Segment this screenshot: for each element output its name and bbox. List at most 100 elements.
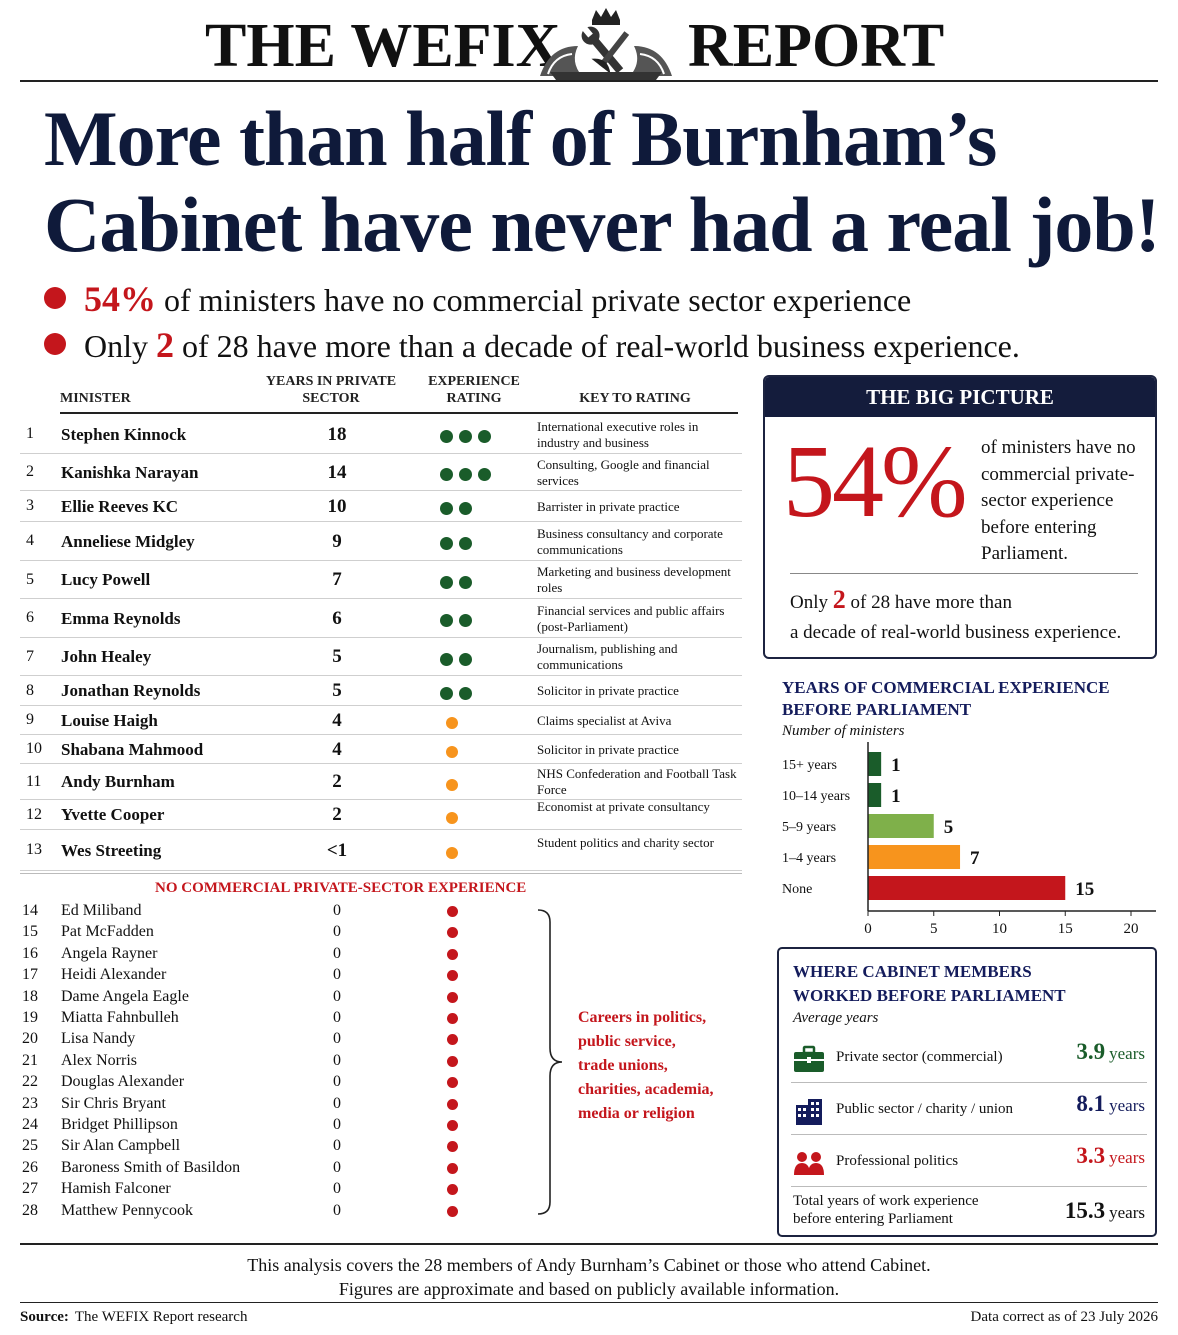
- worked-row-value: 8.1 years: [1076, 1091, 1145, 1116]
- rating-dots: [440, 651, 478, 666]
- minister-name: Lucy Powell: [61, 570, 151, 589]
- table-row: 4 Anneliese Midgley 9 Business consultancy …: [20, 522, 742, 561]
- rating-dot-icon: [459, 652, 472, 666]
- rating-dot-icon: [478, 468, 491, 481]
- table-row: 6 Emma Reynolds 6 Financial services and pu…: [20, 599, 742, 638]
- minister-name: Miatta Fahnbulleh: [61, 1009, 179, 1026]
- header-minister: MINISTER: [60, 391, 131, 406]
- minister-name: Douglas Alexander: [61, 1073, 185, 1091]
- rating-dots: [440, 428, 497, 443]
- rating-key: Solicitor in private practice: [537, 683, 679, 698]
- row-number: 23: [22, 1094, 38, 1112]
- worked-row-public: Public sector / charity / union 8.1 years: [791, 1085, 1147, 1135]
- worked-row-private: Private sector (commercial) 3.9 years: [791, 1033, 1147, 1083]
- rating-key: Marketing and business development roles: [537, 564, 731, 595]
- rating-dot-icon: [447, 1034, 458, 1046]
- rating-dot-icon: [447, 1013, 458, 1024]
- years-value: 0: [333, 944, 341, 962]
- rating-dots: [440, 466, 497, 481]
- rating-dot-icon: [459, 575, 472, 589]
- rating-dot-icon: [447, 948, 458, 960]
- careers-note: Careers in politics, public service, tra…: [578, 1009, 714, 1122]
- table-row: 7 John Healey 5 Journalism, publishing and …: [20, 638, 742, 676]
- bullet-dot-icon: [44, 333, 66, 355]
- bullet-text: of ministers have no commercial private …: [164, 282, 912, 318]
- rating-dot-icon: [446, 717, 458, 729]
- rating-dot-icon: [447, 906, 458, 917]
- people-icon: [794, 1152, 824, 1175]
- big-picture-percent: 54%: [783, 424, 968, 539]
- row-number: 22: [22, 1073, 38, 1091]
- minister-name: Lisa Nandy: [61, 1030, 136, 1048]
- years-value: 0: [333, 1051, 341, 1069]
- rating-key: NHS Confederation and Football Task Forc…: [537, 766, 737, 797]
- list-item: 22 Douglas Alexander 0: [20, 1073, 540, 1094]
- row-number: 19: [22, 1009, 38, 1026]
- rating-dot-icon: [440, 575, 453, 589]
- worked-row-label: Public sector / charity / union: [836, 1101, 1014, 1117]
- bullet-2: Only 2 of 28 have more than a decade of …: [44, 324, 1020, 366]
- minister-name: Heidi Alexander: [61, 966, 167, 984]
- minister-name: Bridget Phillipson: [61, 1116, 178, 1133]
- data-label: 1: [891, 755, 901, 776]
- row-number: 6: [26, 609, 34, 626]
- rating-dots: [446, 743, 464, 758]
- minister-name: Ed Miliband: [61, 902, 142, 919]
- rating-dot-icon: [447, 1205, 458, 1217]
- worked-total-value: 15.3 years: [1064, 1198, 1145, 1223]
- years-value: 0: [333, 1030, 341, 1048]
- worked-row-politics: Professional politics 3.3 years: [791, 1137, 1147, 1187]
- row-number: 28: [22, 1201, 38, 1219]
- rating-dot-icon: [459, 502, 472, 515]
- minister-name: Jonathan Reynolds: [61, 681, 201, 700]
- table-row: 2 Kanishka Narayan 14 Consulting, Google an…: [20, 454, 742, 491]
- row-number: 16: [22, 944, 38, 962]
- list-item: 26 Baroness Smith of Basildon 0: [20, 1159, 540, 1180]
- tick-label: 10: [992, 921, 1007, 937]
- rating-dot-icon: [447, 1120, 458, 1131]
- experience-bar-chart: 15+ years 1 10–14 years 1 5–9 years 5 1–4 year…: [782, 742, 1156, 937]
- row-number: 20: [22, 1030, 38, 1048]
- years-value: 0: [333, 966, 341, 984]
- rating-dot-icon: [440, 502, 453, 515]
- row-number: 10: [26, 740, 42, 757]
- list-item: 20 Lisa Nandy 0: [20, 1030, 540, 1051]
- crest-logo-icon: [540, 8, 672, 80]
- rating-dots: [446, 844, 464, 859]
- table-row: 1 Stephen Kinnock 18 International executiv…: [20, 415, 742, 454]
- rating-dots: [440, 574, 478, 589]
- rating-dot-icon: [447, 970, 458, 982]
- row-number: 13: [26, 841, 42, 858]
- minister-name: Baroness Smith of Basildon: [61, 1158, 241, 1176]
- headline-line-2: Cabinet have never had a real job!: [44, 181, 1161, 268]
- rating-dot-icon: [459, 686, 472, 700]
- years-value: 10: [327, 495, 347, 517]
- list-item: 25 Sir Alan Campbell 0: [20, 1137, 540, 1158]
- rating-dots: [440, 535, 478, 550]
- worked-before-title: WHERE CABINET MEMBERS WORKED BEFORE PARL…: [793, 962, 1066, 1005]
- worked-row-value: 3.9 years: [1076, 1039, 1145, 1064]
- list-item: 28 Matthew Pennycook 0: [20, 1202, 540, 1223]
- row-number: 27: [22, 1180, 38, 1198]
- rating-dot-icon: [447, 1162, 458, 1174]
- years-value: 5: [332, 646, 342, 667]
- worked-row-label: Professional politics: [836, 1153, 959, 1169]
- years-value: 0: [333, 1158, 341, 1176]
- list-item: 23 Sir Chris Bryant 0: [20, 1095, 540, 1116]
- table-row: 10 Shabana Mahmood 4 Solicitor in private p…: [20, 735, 742, 764]
- table-header-rule: [60, 412, 738, 414]
- category-label: None: [782, 882, 812, 897]
- data-label: 7: [970, 848, 980, 869]
- rating-dot-icon: [459, 614, 472, 627]
- footer-rule-2: [20, 1302, 1158, 1303]
- bullet-highlight: 2: [156, 325, 174, 365]
- bar: [868, 752, 882, 776]
- table-row: 13 Wes Streeting <1 Student politics and ch…: [20, 830, 742, 871]
- bar: [868, 876, 1066, 900]
- rating-dot-icon: [459, 468, 472, 481]
- row-number: 12: [26, 805, 42, 823]
- row-number: 25: [22, 1137, 38, 1155]
- years-value: 4: [332, 738, 342, 760]
- footer-rule: [20, 1243, 1158, 1245]
- bar: [868, 814, 934, 838]
